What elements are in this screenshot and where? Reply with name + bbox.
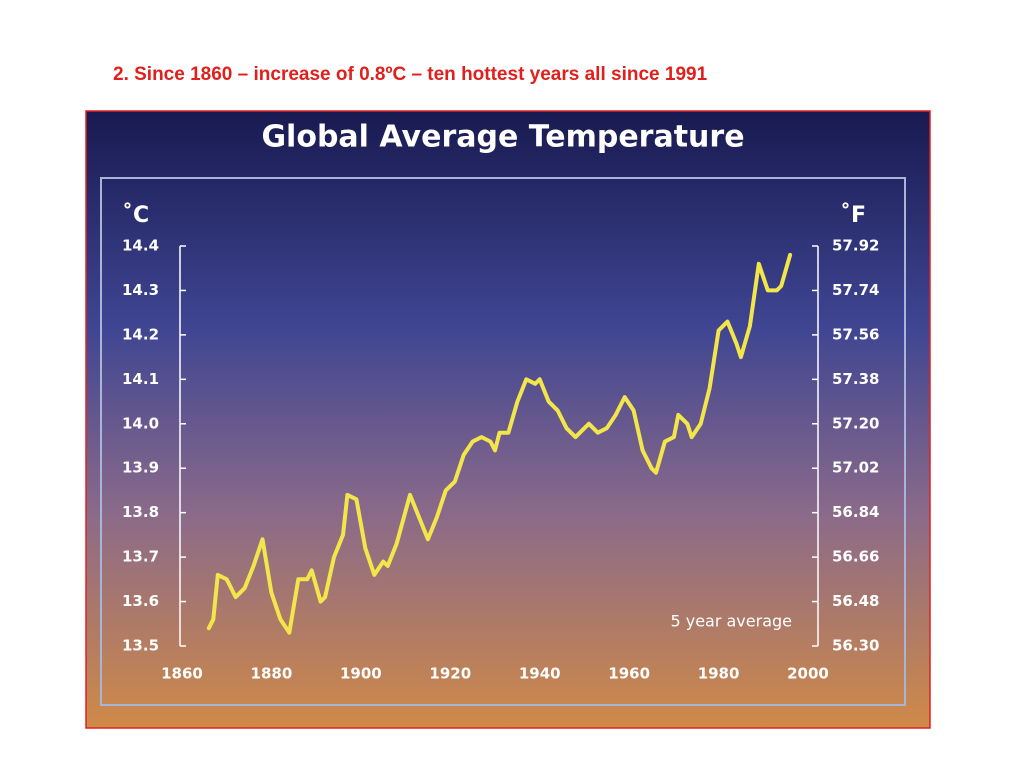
y2-tick-label: 57.56	[832, 325, 879, 343]
y-tick-label: 13.7	[122, 548, 159, 566]
y-tick-label: 14.1	[122, 370, 159, 388]
x-tick-label: 1960	[608, 665, 650, 683]
x-tick-label: 1880	[251, 665, 293, 683]
x-tick-label: 1900	[340, 665, 382, 683]
y2-tick-label: 57.20	[832, 414, 879, 432]
temperature-line	[206, 252, 793, 635]
y-tick-label: 13.5	[122, 637, 159, 655]
chart-title: Global Average Temperature	[261, 120, 744, 155]
y2-tick-label: 57.74	[832, 281, 879, 299]
y-tick-label: 14.3	[122, 281, 159, 299]
x-tick-label: 2000	[787, 665, 829, 683]
y-tick-label: 14.0	[122, 414, 159, 432]
y-tick-label: 13.6	[122, 592, 159, 610]
x-tick-label: 1980	[698, 665, 740, 683]
y2-tick-label: 56.84	[832, 503, 879, 521]
y2-tick-label: 57.38	[832, 370, 879, 388]
x-tick-label: 1940	[519, 665, 561, 683]
y2-axis-unit: ˚F	[840, 203, 866, 228]
y2-tick-label: 56.48	[832, 592, 879, 610]
x-tick-label: 1860	[161, 665, 203, 683]
annotation: 5 year average	[670, 612, 792, 631]
y-axis-unit: ˚C	[122, 203, 149, 228]
y-tick-label: 14.2	[122, 325, 159, 343]
y2-tick-label: 56.66	[832, 548, 879, 566]
y2-tick-label: 57.02	[832, 459, 879, 477]
slide-heading: 2. Since 1860 – increase of 0.8ºC – ten …	[113, 64, 708, 85]
x-tick-label: 1920	[429, 665, 471, 683]
y2-tick-label: 56.30	[832, 637, 879, 655]
chart-background	[85, 110, 931, 729]
plot-frame	[100, 177, 906, 706]
y-tick-label: 13.8	[122, 503, 159, 521]
y-tick-label: 14.4	[122, 237, 159, 255]
y-tick-label: 13.9	[122, 459, 159, 477]
y2-tick-label: 57.92	[832, 237, 879, 255]
